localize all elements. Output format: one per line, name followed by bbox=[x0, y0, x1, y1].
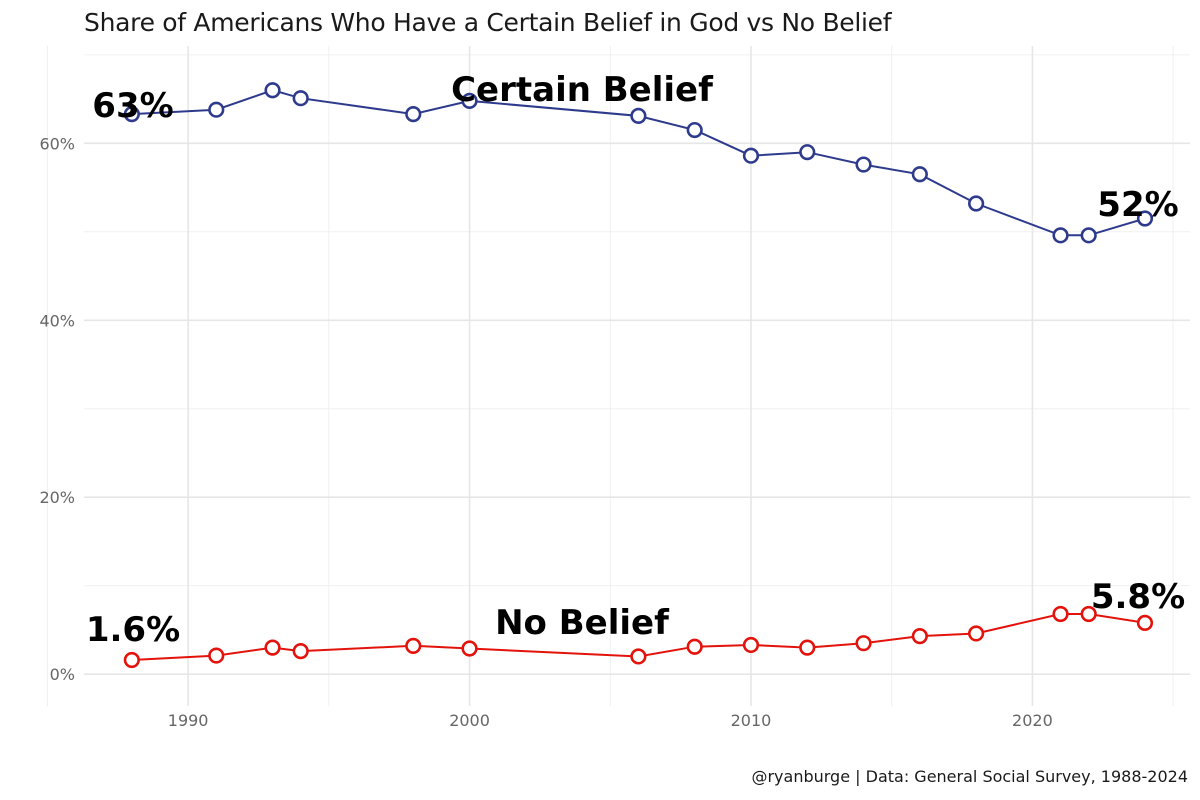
data-point-no-belief-1993 bbox=[264, 639, 281, 656]
series-label-no-belief: No Belief bbox=[495, 603, 670, 643]
series-points bbox=[123, 82, 1154, 669]
y-tick-label: 0% bbox=[50, 665, 75, 684]
data-point-no-belief-2022 bbox=[1080, 605, 1097, 623]
data-point-no-belief-1988 bbox=[123, 651, 140, 669]
data-point-no-belief-2021 bbox=[1052, 605, 1069, 623]
certain-belief-end-label: 52% bbox=[1097, 185, 1178, 225]
certain-belief-start-label: 63% bbox=[92, 86, 173, 126]
data-point-certain-belief-2010 bbox=[742, 147, 760, 164]
data-point-certain-belief-1998 bbox=[405, 106, 422, 123]
data-point-no-belief-2014 bbox=[855, 635, 872, 652]
x-tick-label: 1990 bbox=[168, 711, 209, 730]
data-point-certain-belief-2000 bbox=[461, 92, 478, 109]
series-lines bbox=[131, 89, 1146, 661]
data-point-certain-belief-2014 bbox=[855, 156, 872, 173]
data-point-certain-belief-1988 bbox=[123, 106, 140, 123]
data-point-no-belief-1994 bbox=[292, 643, 309, 660]
data-point-no-belief-2018 bbox=[968, 625, 985, 642]
chart-caption: @ryanburge | Data: General Social Survey… bbox=[751, 767, 1188, 786]
x-tick-label: 2020 bbox=[1012, 711, 1053, 730]
data-point-certain-belief-1994 bbox=[292, 90, 309, 107]
no-belief-end-label: 5.8% bbox=[1091, 577, 1185, 617]
y-tick-label: 20% bbox=[39, 488, 75, 507]
series-line-no-belief bbox=[131, 613, 1146, 661]
data-point-certain-belief-1993 bbox=[264, 82, 281, 99]
data-point-certain-belief-2008 bbox=[686, 121, 703, 139]
data-point-no-belief-2012 bbox=[799, 639, 816, 656]
data-point-certain-belief-2018 bbox=[968, 195, 985, 212]
data-point-no-belief-2008 bbox=[686, 638, 703, 655]
data-point-no-belief-1991 bbox=[208, 647, 225, 664]
no-belief-start-label: 1.6% bbox=[86, 610, 180, 650]
data-point-no-belief-2000 bbox=[461, 640, 478, 657]
data-point-certain-belief-1991 bbox=[208, 101, 225, 118]
x-tick-label: 2010 bbox=[731, 711, 772, 730]
x-axis-ticks: 1990 2000 2010 2020 bbox=[168, 711, 1053, 730]
data-point-no-belief-2006 bbox=[630, 648, 647, 665]
data-point-certain-belief-2022 bbox=[1080, 227, 1097, 244]
data-point-certain-belief-2012 bbox=[799, 144, 816, 161]
y-tick-label: 60% bbox=[39, 134, 75, 153]
data-point-no-belief-2024 bbox=[1136, 614, 1154, 631]
data-point-no-belief-2010 bbox=[742, 636, 760, 654]
data-point-certain-belief-2024 bbox=[1136, 210, 1154, 227]
x-tick-label: 2000 bbox=[449, 711, 490, 730]
data-point-no-belief-2016 bbox=[911, 628, 928, 645]
y-axis-ticks: 0% 20% 40% 60% bbox=[39, 134, 75, 684]
data-point-no-belief-1998 bbox=[405, 637, 422, 654]
y-tick-label: 40% bbox=[39, 311, 75, 330]
data-point-certain-belief-2006 bbox=[630, 107, 647, 124]
chart-title: Share of Americans Who Have a Certain Be… bbox=[84, 8, 893, 37]
data-point-certain-belief-2016 bbox=[911, 166, 928, 183]
data-point-certain-belief-2021 bbox=[1052, 227, 1069, 244]
series-label-certain-belief: Certain Belief bbox=[451, 70, 714, 110]
series-line-certain-belief bbox=[131, 89, 1146, 237]
